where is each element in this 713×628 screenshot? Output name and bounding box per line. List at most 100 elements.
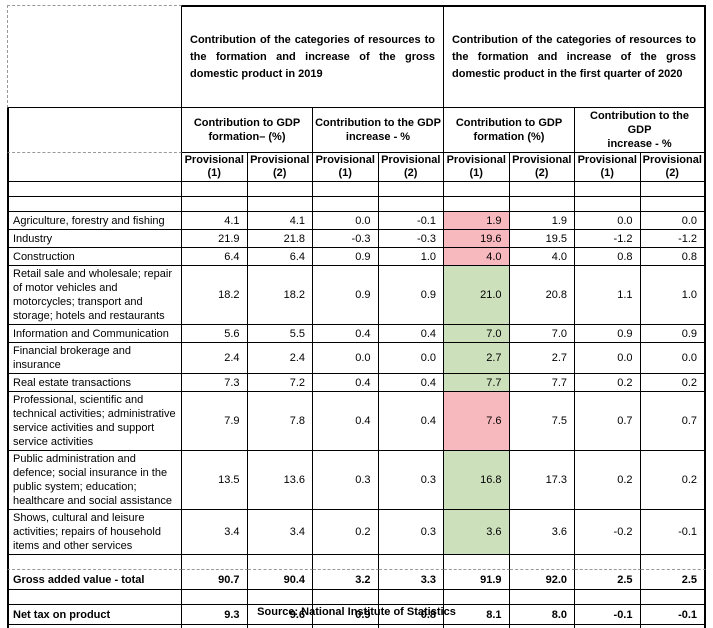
spacer-cell	[247, 197, 313, 212]
spacer-cell	[378, 197, 444, 212]
value-cell: 3.6	[444, 510, 510, 555]
title-row: Contribution of the categories of resour…	[7, 5, 707, 108]
row-label: Public administration and defence; socia…	[7, 451, 182, 510]
spacer-cell	[182, 197, 248, 212]
spacer-cell	[640, 197, 707, 212]
spacer-cell	[575, 555, 641, 570]
group-header-line: formation– (%)	[208, 131, 286, 143]
value-cell: 92.0	[509, 570, 575, 590]
spacer-cell	[313, 555, 379, 570]
value-cell: 90.4	[247, 570, 313, 590]
value-cell: 3.2	[313, 570, 379, 590]
spacer-cell	[182, 625, 248, 628]
provisional-header-line: (2)	[404, 167, 418, 179]
value-cell: 21.0	[444, 266, 510, 325]
value-cell: 0.4	[378, 374, 444, 392]
row-label: Financial brokerage and insurance	[7, 343, 182, 374]
corner-cell	[7, 5, 182, 108]
spacer-cell	[575, 625, 641, 628]
provisional-header-line: (1)	[207, 167, 221, 179]
value-cell: -0.2	[575, 510, 641, 555]
group-header-increase-2019: Contribution to the GDP increase - %	[313, 108, 444, 153]
value-cell: -0.3	[378, 230, 444, 248]
table-row: Industry 21.9 21.8 -0.3 -0.3 19.6 19.5 -1.2 -1.2	[7, 230, 707, 248]
row-label: Construction	[7, 248, 182, 266]
value-cell: 7.0	[509, 325, 575, 343]
group-header-line: formation (%)	[473, 131, 545, 143]
spacer-cell	[7, 625, 182, 628]
value-cell: 16.8	[444, 451, 510, 510]
value-cell: 7.6	[444, 392, 510, 451]
value-cell: 0.0	[313, 343, 379, 374]
group-header-increase-2020: Contribution to the GDP increase - %	[575, 108, 707, 153]
value-cell: 0.9	[313, 605, 379, 625]
value-cell: 7.5	[509, 392, 575, 451]
table-body: Agriculture, forestry and fishing 4.1 4.1 0…	[7, 197, 707, 628]
spacer-cell	[444, 590, 510, 605]
spacer-cell	[247, 555, 313, 570]
spacer-cell	[248, 625, 313, 628]
table-row: Professional, scientific and technical a…	[7, 392, 707, 451]
value-cell: 9.3	[182, 605, 248, 625]
spacer-cell	[7, 590, 182, 605]
provisional-header: Provisional (1)	[313, 153, 379, 182]
spacer-cell	[7, 555, 182, 570]
value-cell: 0.4	[313, 392, 379, 451]
spacer-cell	[641, 625, 707, 628]
provisional-header: Provisional (2)	[640, 153, 707, 182]
value-cell: -0.1	[640, 605, 707, 625]
group-header-line: Contribution to the GDP	[315, 117, 441, 129]
header-spacer-row	[7, 182, 707, 197]
row-label: Industry	[7, 230, 182, 248]
provisional-header: Provisional (2)	[509, 153, 575, 182]
value-cell: 18.2	[247, 266, 313, 325]
table-row: Construction 6.4 6.4 0.9 1.0 4.0 4.0 0.8 0.8	[7, 248, 707, 266]
value-cell: 0.4	[313, 374, 379, 392]
spacer-cell	[444, 625, 510, 628]
value-cell: 0.0	[313, 212, 379, 230]
value-cell: 3.4	[182, 510, 248, 555]
spacer-cell	[313, 182, 379, 197]
value-cell: 19.6	[444, 230, 510, 248]
spacer-cell	[575, 182, 641, 197]
value-cell: 3.4	[247, 510, 313, 555]
value-cell: 0.0	[378, 343, 444, 374]
group-header-line: increase - %	[607, 138, 672, 150]
value-cell: 2.7	[509, 343, 575, 374]
gdp-contribution-table: Contribution of the categories of resour…	[7, 5, 707, 628]
row-label: Gross added value - total	[7, 570, 182, 590]
group-header-row: Contribution to GDP formation– (%) Contr…	[7, 108, 707, 153]
title-2019: Contribution of the categories of resour…	[182, 5, 444, 108]
provisional-header-line: (1)	[338, 167, 352, 179]
corner-cell-2	[7, 108, 182, 153]
spacer-cell	[313, 590, 379, 605]
spacer-cell	[378, 590, 444, 605]
provisional-header-line: Provisional	[642, 154, 702, 166]
spacer-cell	[378, 555, 444, 570]
value-cell: 0.2	[575, 451, 641, 510]
value-cell: 9.6	[247, 605, 313, 625]
spacer-cell	[575, 590, 641, 605]
value-cell: 2.4	[182, 343, 248, 374]
value-cell: 7.8	[247, 392, 313, 451]
value-cell: 4.0	[444, 248, 510, 266]
value-cell: 0.8	[575, 248, 641, 266]
row-label: Information and Communication	[7, 325, 182, 343]
value-cell: -1.2	[575, 230, 641, 248]
table-row: Real estate transactions 7.3 7.2 0.4 0.4 7.7 7…	[7, 374, 707, 392]
spacer-cell	[575, 197, 641, 212]
spacer-cell	[510, 625, 575, 628]
value-cell: 0.7	[640, 392, 707, 451]
value-cell: 1.0	[378, 248, 444, 266]
value-cell: 0.3	[378, 451, 444, 510]
value-cell: 0.4	[378, 392, 444, 451]
title-2020-q1: Contribution of the categories of resour…	[444, 5, 707, 108]
provisional-header: Provisional (1)	[575, 153, 641, 182]
value-cell: 0.3	[378, 510, 444, 555]
value-cell: -0.1	[378, 212, 444, 230]
value-cell: -0.1	[640, 510, 707, 555]
value-cell: 7.7	[509, 374, 575, 392]
value-cell: -1.2	[640, 230, 707, 248]
value-cell: 1.9	[509, 212, 575, 230]
provisional-header: Provisional (2)	[247, 153, 313, 182]
